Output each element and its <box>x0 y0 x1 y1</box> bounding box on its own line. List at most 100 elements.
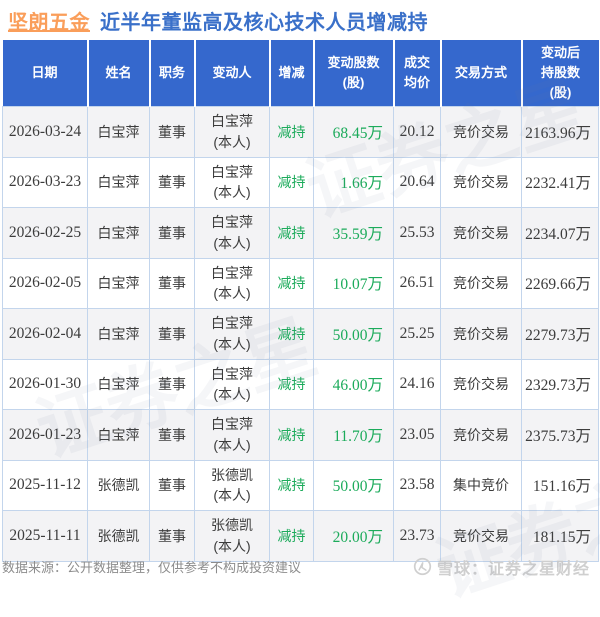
header-shares: 变动股数 (股) <box>312 40 394 107</box>
cell-after: 2163.96万 <box>521 106 599 158</box>
cell-position: 董事 <box>149 358 195 410</box>
table-row: 2026-02-04 白宝萍 董事 白宝萍 (本人) 减持 50.00万 25.… <box>2 308 599 360</box>
cell-method: 竞价交易 <box>440 308 522 360</box>
cell-shares: 20.00万 <box>313 510 394 562</box>
header-price: 成交 均价 <box>392 40 441 107</box>
cell-position: 董事 <box>149 510 195 562</box>
cell-method: 竞价交易 <box>440 510 522 562</box>
header-after: 变动后 持股数 (股) <box>520 40 599 107</box>
cell-method: 集中竞价 <box>440 459 522 511</box>
cell-shares: 68.45万 <box>313 106 394 158</box>
cell-direction: 减持 <box>269 156 314 208</box>
cell-direction: 减持 <box>269 510 314 562</box>
cell-after: 2234.07万 <box>521 207 599 259</box>
cell-changer: 白宝萍 (本人) <box>194 409 270 461</box>
table-row: 2026-02-05 白宝萍 董事 白宝萍 (本人) 减持 10.07万 26.… <box>2 257 599 309</box>
cell-direction: 减持 <box>269 207 314 259</box>
cell-price: 23.73 <box>393 510 441 562</box>
header-direction: 增减 <box>268 40 314 107</box>
cell-after: 2269.66万 <box>521 257 599 309</box>
holdings-table: 日期 姓名 职务 变动人 增减 变动股数 (股) 成交 均价 交易方式 变动后 … <box>2 40 599 562</box>
table-row: 2026-03-23 白宝萍 董事 白宝萍 (本人) 减持 1.66万 20.6… <box>2 156 599 208</box>
cell-direction: 减持 <box>269 106 314 158</box>
cell-price: 20.12 <box>393 106 441 158</box>
table-row: 2026-03-24 白宝萍 董事 白宝萍 (本人) 减持 68.45万 20.… <box>2 106 599 158</box>
cell-direction: 减持 <box>269 257 314 309</box>
header-date: 日期 <box>2 40 88 107</box>
cell-date: 2026-01-30 <box>2 358 88 410</box>
cell-after: 2375.73万 <box>521 409 599 461</box>
cell-position: 董事 <box>149 156 195 208</box>
header-row: 日期 姓名 职务 变动人 增减 变动股数 (股) 成交 均价 交易方式 变动后 … <box>2 40 599 107</box>
cell-after: 151.16万 <box>521 459 599 511</box>
cell-changer: 白宝萍 (本人) <box>194 106 270 158</box>
cell-shares: 46.00万 <box>313 358 394 410</box>
cell-name: 白宝萍 <box>87 358 150 410</box>
table-row: 2025-11-12 张德凯 董事 张德凯 (本人) 减持 50.00万 23.… <box>2 459 599 511</box>
cell-after: 181.15万 <box>521 510 599 562</box>
cell-method: 竞价交易 <box>440 106 522 158</box>
cell-date: 2026-01-23 <box>2 409 88 461</box>
cell-method: 竞价交易 <box>440 358 522 410</box>
cell-direction: 减持 <box>269 409 314 461</box>
cell-date: 2026-02-05 <box>2 257 88 309</box>
cell-method: 竞价交易 <box>440 207 522 259</box>
table-row: 2026-02-25 白宝萍 董事 白宝萍 (本人) 减持 35.59万 25.… <box>2 207 599 259</box>
cell-date: 2026-03-24 <box>2 106 88 158</box>
data-source-note: 数据来源：公开数据整理，仅供参考不构成投资建议 <box>2 560 302 575</box>
cell-position: 董事 <box>149 409 195 461</box>
header-changer: 变动人 <box>193 40 270 107</box>
cell-changer: 白宝萍 (本人) <box>194 257 270 309</box>
cell-position: 董事 <box>149 257 195 309</box>
cell-name: 白宝萍 <box>87 207 150 259</box>
cell-shares: 35.59万 <box>313 207 394 259</box>
cell-price: 25.53 <box>393 207 441 259</box>
cell-shares: 50.00万 <box>313 308 394 360</box>
cell-shares: 1.66万 <box>313 156 394 208</box>
cell-date: 2025-11-11 <box>2 510 88 562</box>
cell-name: 白宝萍 <box>87 106 150 158</box>
brand-mark: 雪球：证券之星财经 <box>413 555 590 579</box>
cell-changer: 白宝萍 (本人) <box>194 358 270 410</box>
cell-method: 竞价交易 <box>440 257 522 309</box>
cell-price: 23.05 <box>393 409 441 461</box>
cell-position: 董事 <box>149 106 195 158</box>
cell-price: 23.58 <box>393 459 441 511</box>
cell-after: 2279.73万 <box>521 308 599 360</box>
cell-date: 2026-02-25 <box>2 207 88 259</box>
header-method: 交易方式 <box>439 40 522 107</box>
brand-text: 雪球：证券之星财经 <box>436 560 590 578</box>
cell-shares: 10.07万 <box>313 257 394 309</box>
cell-name: 白宝萍 <box>87 257 150 309</box>
cell-after: 2232.41万 <box>521 156 599 208</box>
cell-changer: 张德凯 (本人) <box>194 459 270 511</box>
cell-name: 白宝萍 <box>87 308 150 360</box>
cell-date: 2025-11-12 <box>2 459 88 511</box>
cell-date: 2026-03-23 <box>2 156 88 208</box>
cell-direction: 减持 <box>269 308 314 360</box>
xueqiu-snowball-icon <box>413 557 432 576</box>
cell-position: 董事 <box>149 308 195 360</box>
cell-shares: 11.70万 <box>313 409 394 461</box>
cell-date: 2026-02-04 <box>2 308 88 360</box>
table-row: 2026-01-30 白宝萍 董事 白宝萍 (本人) 减持 46.00万 24.… <box>2 358 599 410</box>
cell-direction: 减持 <box>269 459 314 511</box>
cell-name: 白宝萍 <box>87 156 150 208</box>
cell-name: 白宝萍 <box>87 409 150 461</box>
cell-position: 董事 <box>149 459 195 511</box>
cell-price: 26.51 <box>393 257 441 309</box>
title-text: 近半年董监高及核心技术人员增减持 <box>100 11 428 34</box>
footer: 数据来源：公开数据整理，仅供参考不构成投资建议 雪球：证券之星财经 <box>0 554 600 581</box>
cell-changer: 白宝萍 (本人) <box>194 156 270 208</box>
page-title: 坚朗五金 近半年董监高及核心技术人员增减持 <box>0 0 600 40</box>
table-row: 2025-11-11 张德凯 董事 张德凯 (本人) 减持 20.00万 23.… <box>2 510 599 562</box>
table-row: 2026-01-23 白宝萍 董事 白宝萍 (本人) 减持 11.70万 23.… <box>2 409 599 461</box>
cell-method: 竞价交易 <box>440 409 522 461</box>
header-name: 姓名 <box>86 40 150 107</box>
cell-price: 20.64 <box>393 156 441 208</box>
cell-price: 24.16 <box>393 358 441 410</box>
cell-after: 2329.73万 <box>521 358 599 410</box>
cell-name: 张德凯 <box>87 459 150 511</box>
stock-name-link[interactable]: 坚朗五金 <box>8 11 90 34</box>
cell-price: 25.25 <box>393 308 441 360</box>
